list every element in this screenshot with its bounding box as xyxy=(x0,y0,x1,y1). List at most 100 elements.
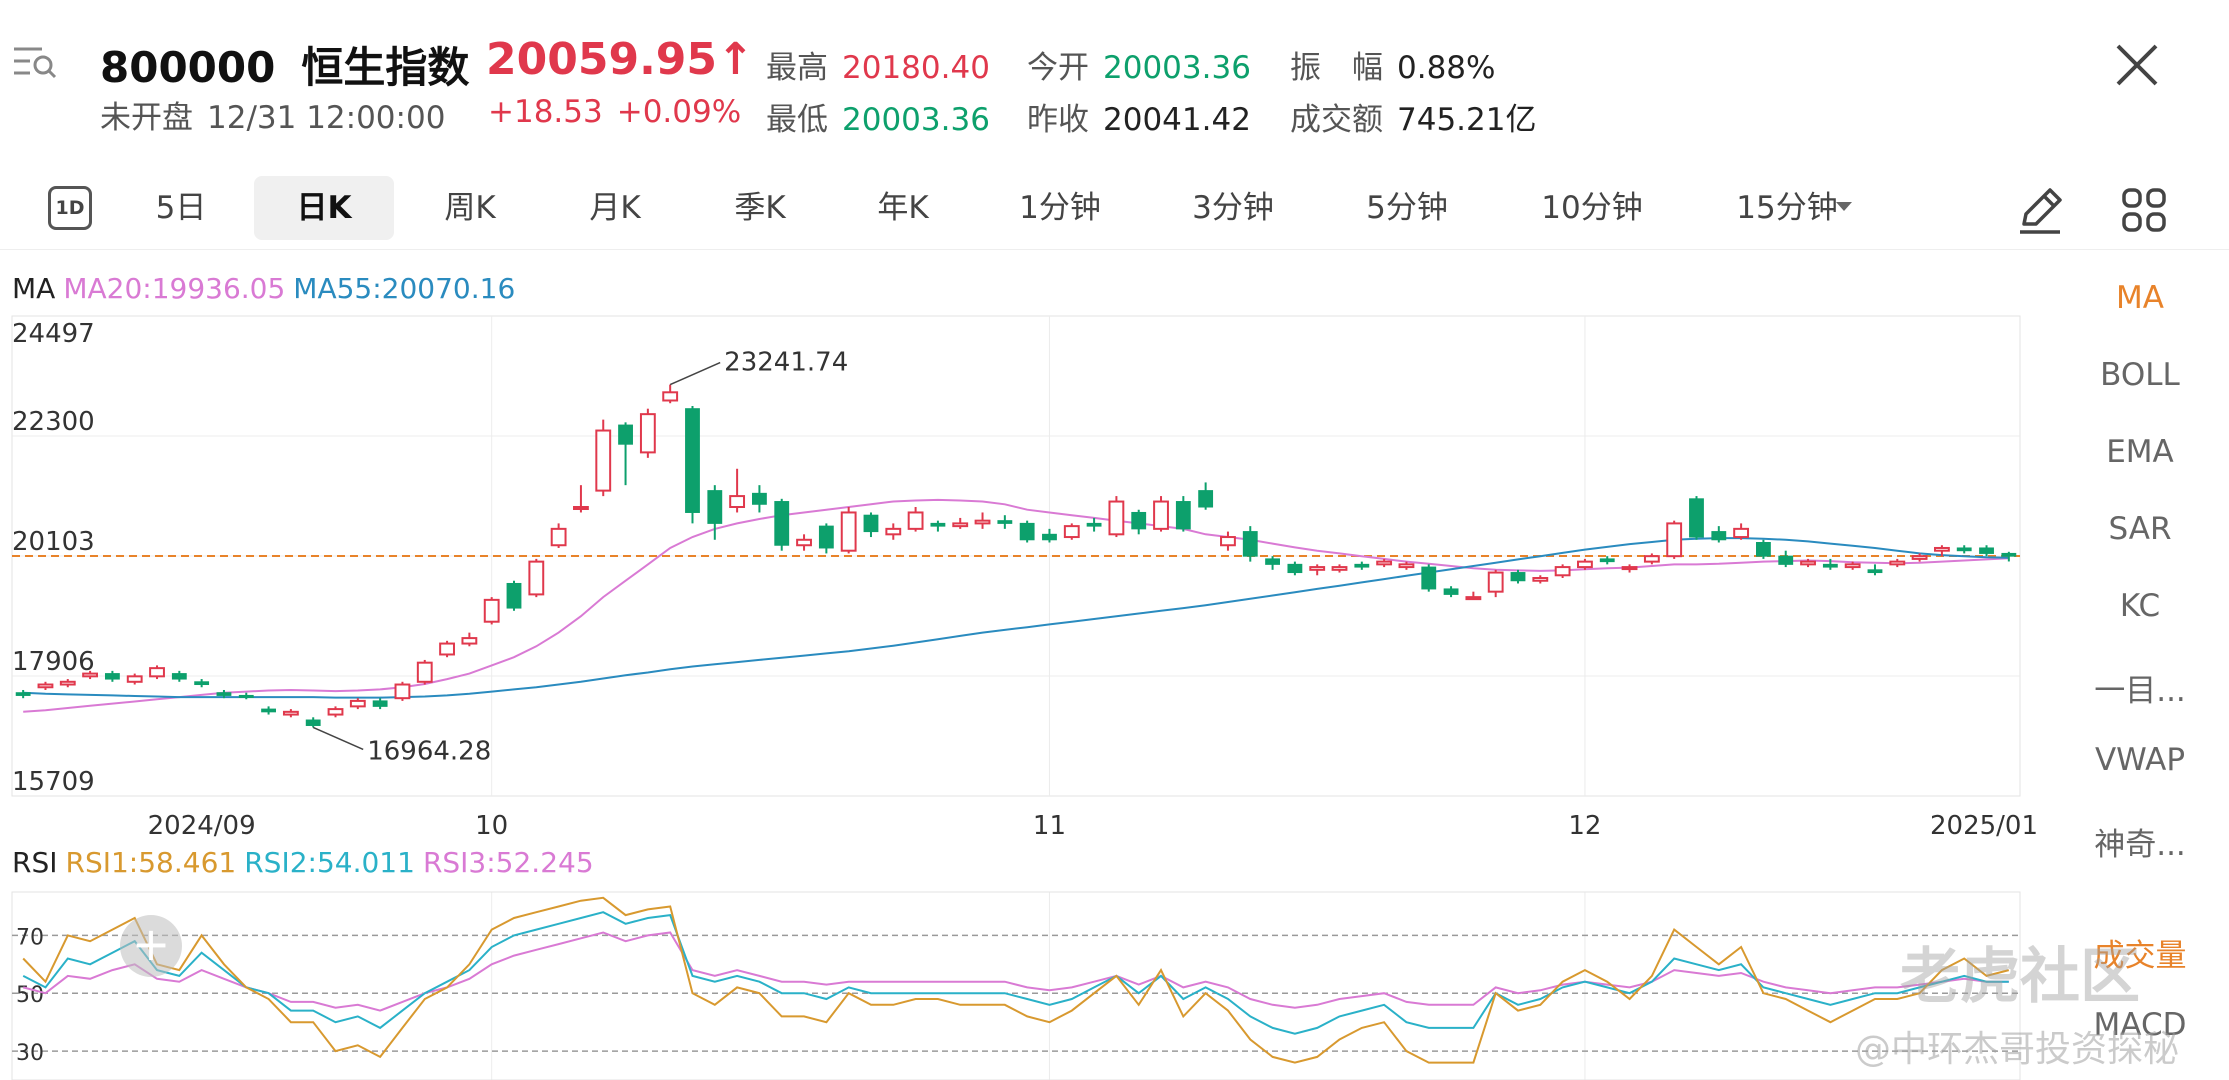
indicator-kc[interactable]: KC xyxy=(2119,588,2161,624)
indicator-vwap[interactable]: VWAP xyxy=(2094,742,2186,778)
add-indicator-button[interactable]: + xyxy=(120,915,182,977)
candle xyxy=(1220,531,1236,551)
market-status: 未开盘 12/31 12:00:00 xyxy=(100,92,459,137)
candle xyxy=(1443,586,1459,598)
candle-body-down xyxy=(372,700,388,707)
candle xyxy=(1933,545,1950,557)
rsi1-legend: RSI1:58.461 xyxy=(65,846,237,879)
candle-body-up xyxy=(282,710,299,716)
tab-year-k[interactable]: 年K xyxy=(877,190,929,226)
indicator-ma[interactable]: MA xyxy=(2116,280,2164,316)
candle-body-down xyxy=(1778,555,1794,565)
candle-body-up xyxy=(1487,571,1504,593)
market-datetime: 12/31 12:00:00 xyxy=(207,100,446,136)
candle-body-down xyxy=(1756,542,1771,557)
candle-body-up xyxy=(662,391,679,402)
candle-body-up xyxy=(461,637,478,645)
candle-body-up xyxy=(573,506,589,511)
tab-week-k[interactable]: 周K xyxy=(444,190,496,226)
candle-body-down xyxy=(2001,552,2017,557)
candle-body-up xyxy=(82,672,99,678)
candle xyxy=(885,523,902,540)
tab-1min[interactable]: 1分钟 xyxy=(1019,190,1101,226)
candle-body-up xyxy=(1398,563,1415,569)
candle-body-down xyxy=(1175,501,1191,530)
candle-body-down xyxy=(1689,498,1704,538)
indicator-volume[interactable]: 成交量 xyxy=(2093,938,2187,974)
indicator-boll[interactable]: BOLL xyxy=(2100,357,2180,393)
candle xyxy=(1042,528,1057,543)
watermark-brand: 老虎社区 xyxy=(1900,942,2140,1012)
candle-body-up xyxy=(796,538,812,547)
candle xyxy=(394,681,411,701)
price-change: +18.53 +0.09% xyxy=(488,94,755,130)
list-search-icon[interactable] xyxy=(12,44,58,80)
ma55-legend: MA55:20070.16 xyxy=(293,272,516,305)
x-tick-label: 2025/01 xyxy=(1930,811,2038,841)
candle xyxy=(1554,564,1571,579)
min-pointer xyxy=(312,726,364,751)
candle-body-down xyxy=(1287,563,1303,574)
price-change-percent: +0.09% xyxy=(616,94,742,130)
tab-month-k[interactable]: 月K xyxy=(589,190,641,226)
indicator-ichimoku[interactable]: 一目... xyxy=(2094,673,2186,709)
candle-body-up xyxy=(1153,500,1169,530)
candle xyxy=(774,498,790,551)
candle-body-down xyxy=(15,692,31,696)
candle-body-down xyxy=(1265,558,1280,565)
one-day-badge[interactable]: 1D xyxy=(48,186,92,230)
tab-10min[interactable]: 10分钟 xyxy=(1541,190,1643,226)
candle xyxy=(1376,558,1393,568)
candle xyxy=(149,665,165,680)
max-pointer xyxy=(669,361,721,386)
candle xyxy=(1398,561,1415,570)
tab-quarter-k[interactable]: 季K xyxy=(734,190,786,226)
candle-body-up xyxy=(1532,577,1549,582)
candle-body-up xyxy=(327,708,344,716)
tab-day-k[interactable]: 日K xyxy=(254,176,394,240)
grid-layout-icon[interactable] xyxy=(2118,184,2170,236)
candle xyxy=(305,717,321,728)
high-label: 最高 xyxy=(766,50,828,86)
ma55-line xyxy=(23,537,2009,699)
y-tick-label: 15709 xyxy=(12,767,95,797)
candle xyxy=(930,520,946,532)
candle-body-down xyxy=(618,424,633,445)
indicator-sar[interactable]: SAR xyxy=(2108,511,2172,547)
candle xyxy=(1778,550,1794,568)
candle xyxy=(238,692,254,700)
candle-body-up xyxy=(1465,596,1482,601)
candle-body-up xyxy=(149,667,165,678)
candle-body-down xyxy=(930,522,946,527)
candle-body-down xyxy=(1956,547,1972,552)
tab-5day[interactable]: 5日 xyxy=(155,190,207,226)
candle xyxy=(461,632,478,647)
indicator-ema[interactable]: EMA xyxy=(2106,434,2174,470)
candle xyxy=(171,670,187,682)
min-price-label: 16964.28 xyxy=(367,736,491,766)
tab-3min[interactable]: 3分钟 xyxy=(1192,190,1274,226)
close-icon[interactable] xyxy=(2112,40,2162,90)
candle xyxy=(1108,496,1125,538)
candle xyxy=(82,670,99,680)
candle-body-down xyxy=(1131,511,1147,530)
indicator-macd[interactable]: MACD xyxy=(2093,1007,2187,1043)
candle xyxy=(1911,553,1928,562)
candle xyxy=(573,485,589,513)
kline-chart[interactable]: 24497 22300 20103 17906 15709 2024/09 10 11 12 20… xyxy=(0,262,2050,1080)
candle xyxy=(907,507,924,532)
candle xyxy=(59,679,76,688)
candle-body-up xyxy=(1309,566,1326,571)
candle-body-up xyxy=(1911,555,1928,560)
quote-header: 800000 恒生指数 未开盘 12/31 12:00:00 20059.95↑ +… xyxy=(0,0,2229,165)
candle-body-up xyxy=(1844,563,1861,569)
tab-15min[interactable]: 15分钟 xyxy=(1736,190,1838,226)
tab-5min[interactable]: 5分钟 xyxy=(1366,190,1448,226)
quote-col-amp-turnover: 振 幅 0.88% 成交额 745.21亿 xyxy=(1290,42,1536,146)
caret-down-icon[interactable] xyxy=(1836,200,1852,212)
candle xyxy=(1844,561,1861,570)
indicator-magic[interactable]: 神奇... xyxy=(2094,827,2186,863)
candle-body-down xyxy=(1711,531,1727,541)
stock-title: 800000 恒生指数 xyxy=(100,34,495,95)
pencil-draw-icon[interactable] xyxy=(2014,184,2066,236)
